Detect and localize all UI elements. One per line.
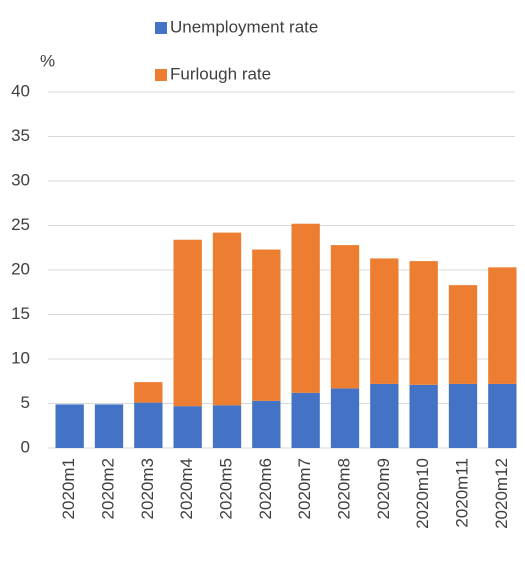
bar-segment	[94, 404, 124, 448]
y-tick-label: 10	[11, 348, 30, 367]
bar-segment	[370, 383, 399, 448]
y-tick-label: 30	[11, 170, 30, 189]
bar-segment	[134, 402, 163, 448]
bar-segment	[448, 285, 478, 384]
bar-segment	[330, 388, 360, 448]
x-tick-label: 2020m7	[295, 458, 314, 519]
bar-segment	[370, 258, 399, 384]
x-tick-label: 2020m2	[98, 458, 117, 519]
x-tick-label: 2020m5	[216, 458, 235, 519]
bar-segment	[55, 404, 84, 448]
x-tick-label: 2020m1	[59, 458, 78, 519]
bar-segment	[173, 406, 202, 448]
y-tick-label: 0	[21, 437, 30, 456]
x-tick-label: 2020m9	[374, 458, 393, 519]
legend-label: Furlough rate	[170, 64, 271, 83]
bar-segment	[488, 383, 517, 448]
x-tick-label: 2020m4	[177, 458, 196, 519]
bar-segment	[134, 382, 163, 403]
bar-segment	[291, 223, 320, 393]
x-tick-label: 2020m8	[334, 458, 353, 519]
x-tick-label: 2020m11	[452, 458, 471, 528]
bar-segment	[173, 239, 202, 407]
y-axis-label: %	[40, 51, 55, 70]
x-tick-label: 2020m6	[256, 458, 275, 519]
bar-segment	[488, 267, 517, 384]
bar-segment	[212, 232, 242, 406]
y-tick-label: 35	[11, 126, 30, 145]
y-tick-label: 20	[11, 259, 30, 278]
bar-segment	[409, 261, 438, 385]
y-tick-label: 25	[11, 215, 30, 234]
bar-segment	[291, 392, 320, 448]
x-tick-label: 2020m3	[138, 458, 157, 519]
legend-label: Unemployment rate	[170, 17, 318, 36]
bar-segment	[212, 405, 242, 448]
x-tick-label: 2020m12	[492, 458, 511, 529]
bar-segment	[252, 400, 281, 448]
bar-segment	[252, 249, 281, 401]
bar-segment	[409, 384, 438, 448]
y-tick-label: 5	[21, 393, 30, 412]
y-tick-label: 15	[11, 304, 30, 323]
legend-swatch	[155, 69, 167, 81]
y-tick-label: 40	[11, 81, 30, 100]
legend-swatch	[155, 22, 167, 34]
x-tick-label: 2020m10	[413, 458, 432, 529]
bar-segment	[330, 245, 360, 389]
bar-segment	[448, 383, 478, 448]
